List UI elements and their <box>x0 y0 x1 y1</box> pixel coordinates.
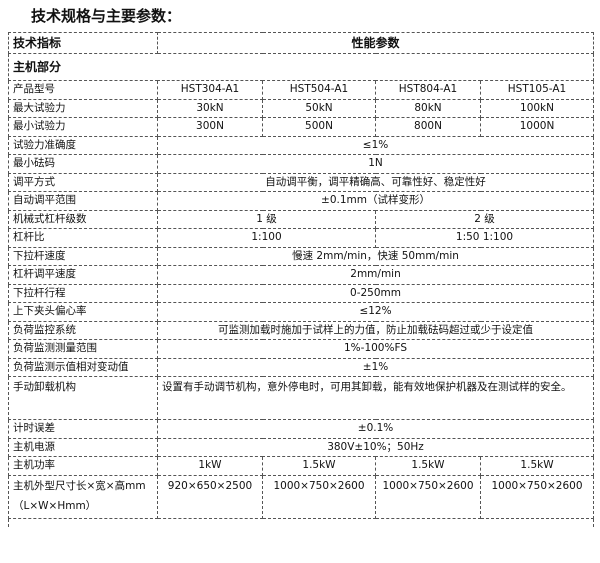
row-label: 调平方式 <box>8 172 158 192</box>
row-label: 上下夹头偏心率 <box>8 302 158 322</box>
row-value: ≤12% <box>156 302 595 322</box>
row-value: 1000×750×2600 <box>479 474 595 519</box>
row-value: 1.5kW <box>262 456 376 476</box>
table-row: 计时误差 ±0.1% <box>8 419 595 439</box>
row-label: 主机电源 <box>8 437 158 457</box>
row-value: ±1% <box>156 357 595 377</box>
row-value: HST105-A1 <box>479 80 595 100</box>
row-value: 1:50 1:100 <box>374 228 595 248</box>
row-value: 1%-100%FS <box>156 339 595 359</box>
row-label: 最小砝码 <box>8 154 158 174</box>
row-value: 80kN <box>375 98 481 118</box>
table-row: 主机功率 1kW 1.5kW 1.5kW 1.5kW <box>8 456 595 476</box>
row-label: 负荷监控系统 <box>8 320 158 340</box>
row-value: 1000N <box>479 117 595 137</box>
table-row: 产品型号 HST304-A1 HST504-A1 HST804-A1 HST105-A1 <box>8 80 595 100</box>
table-row: 主机外型尺寸长×宽×高mm（L×W×Hmm） 920×650×2500 1000×7… <box>8 474 595 519</box>
row-label: 杠杆调平速度 <box>8 265 158 285</box>
row-value: 自动调平衡，调平精确高、可靠性好、稳定性好 <box>156 172 595 192</box>
row-value: 300N <box>157 117 263 137</box>
row-value: ±0.1% <box>156 419 595 439</box>
row-value: 1.5kW <box>479 456 595 476</box>
spec-table: 技术指标 性能参数 主机部分 产品型号 HST304-A1 HST504-A1 HST… <box>7 32 595 527</box>
row-value: 50kN <box>262 98 376 118</box>
header-params: 性能参数 <box>156 32 595 54</box>
row-value: 1 级 <box>157 209 376 229</box>
row-label: 自动调平范围 <box>8 191 158 211</box>
table-header: 技术指标 性能参数 <box>8 32 595 54</box>
table-row: 最小试验力 300N 500N 800N 1000N <box>8 117 595 137</box>
row-value: 慢速 2mm/min，快速 50mm/min <box>156 246 595 266</box>
table-row: 主机电源 380V±10%；50Hz <box>8 437 595 457</box>
row-value: 380V±10%；50Hz <box>156 437 595 457</box>
table-row: 负荷监控系统 可监测加载时施加于试样上的力值，防止加载砝码超过或少于设定值 <box>8 320 595 340</box>
row-label: 杠杆比 <box>8 228 158 248</box>
row-value: 500N <box>262 117 376 137</box>
row-label: 主机外型尺寸长×宽×高mm（L×W×Hmm） <box>8 474 158 519</box>
row-value: 100kN <box>479 98 595 118</box>
row-label: 产品型号 <box>8 80 158 100</box>
row-value: 2 级 <box>374 209 595 229</box>
section-title: 技术规格与主要参数： <box>31 7 182 25</box>
table-row: 最大试验力 30kN 50kN 80kN 100kN <box>8 98 595 118</box>
row-label: 主机功率 <box>8 456 158 476</box>
row-value: 1kW <box>157 456 263 476</box>
row-value: HST304-A1 <box>157 80 263 100</box>
row-value: 30kN <box>157 98 263 118</box>
row-value: HST804-A1 <box>375 80 481 100</box>
row-value: ≤1% <box>156 135 595 155</box>
table-row: 最小砝码 1N <box>8 154 595 174</box>
row-value: 1000×750×2600 <box>262 474 376 519</box>
table-row: 杠杆比 1:100 1:50 1:100 <box>8 228 595 248</box>
table-row: 自动调平范围 ±0.1mm（试样变形） <box>8 191 595 211</box>
row-label: 负荷监测测量范围 <box>8 339 158 359</box>
row-label: 最小试验力 <box>8 117 158 137</box>
row-value: 0-250mm <box>156 283 595 303</box>
table-row: 上下夹头偏心率 ≤12% <box>8 302 595 322</box>
row-value: 1:100 <box>157 228 376 248</box>
row-value: ±0.1mm（试样变形） <box>156 191 595 211</box>
row-value: 可监测加载时施加于试样上的力值，防止加载砝码超过或少于设定值 <box>156 320 595 340</box>
section-label: 主机部分 <box>7 53 595 81</box>
table-row: 负荷监测测量范围 1%-100%FS <box>8 339 595 359</box>
row-label: 负荷监测示值相对变动值 <box>8 357 158 377</box>
table-row: 调平方式 自动调平衡，调平精确高、可靠性好、稳定性好 <box>8 172 595 192</box>
row-value: HST504-A1 <box>262 80 376 100</box>
row-label: 计时误差 <box>8 419 158 439</box>
row-value: 设置有手动调节机构，意外停电时，可用其卸载，能有效地保护机器及在测试样的安全。 <box>156 376 595 420</box>
row-value: 1.5kW <box>375 456 481 476</box>
row-label: 试验力准确度 <box>8 135 158 155</box>
row-label: 手动卸载机构 <box>8 376 158 420</box>
table-row: 下拉杆速度 慢速 2mm/min，快速 50mm/min <box>8 246 595 266</box>
section-row: 主机部分 <box>7 53 595 81</box>
table-row: 手动卸载机构 设置有手动调节机构，意外停电时，可用其卸载，能有效地保护机器及在测试… <box>8 376 595 420</box>
blank-row <box>7 517 595 527</box>
row-value: 920×650×2500 <box>157 474 263 519</box>
row-value: 2mm/min <box>156 265 595 285</box>
row-value: 1N <box>156 154 595 174</box>
table-row: 杠杆调平速度 2mm/min <box>8 265 595 285</box>
row-label: 机械式杠杆级数 <box>8 209 158 229</box>
table-row: 下拉杆行程 0-250mm <box>8 283 595 303</box>
row-label: 最大试验力 <box>8 98 158 118</box>
header-indicator: 技术指标 <box>8 32 158 54</box>
row-value: 1000×750×2600 <box>375 474 481 519</box>
table-row: 试验力准确度 ≤1% <box>8 135 595 155</box>
row-value: 800N <box>375 117 481 137</box>
table-row: 负荷监测示值相对变动值 ±1% <box>8 357 595 377</box>
row-label: 下拉杆行程 <box>8 283 158 303</box>
row-label: 下拉杆速度 <box>8 246 158 266</box>
